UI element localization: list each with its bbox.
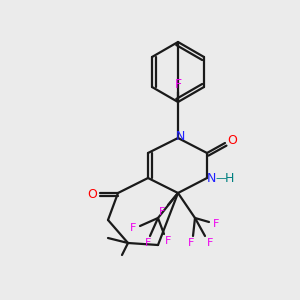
Text: F: F [165,236,171,246]
Text: F: F [159,207,165,217]
Text: N: N [175,130,185,142]
Text: O: O [227,134,237,148]
Text: F: F [174,79,182,92]
Text: F: F [130,223,136,233]
Text: O: O [87,188,97,200]
Text: N: N [206,172,216,184]
Text: F: F [207,238,213,248]
Text: F: F [145,238,151,248]
Text: F: F [188,238,194,248]
Text: —: — [215,173,226,183]
Text: H: H [224,172,234,184]
Text: F: F [213,219,219,229]
